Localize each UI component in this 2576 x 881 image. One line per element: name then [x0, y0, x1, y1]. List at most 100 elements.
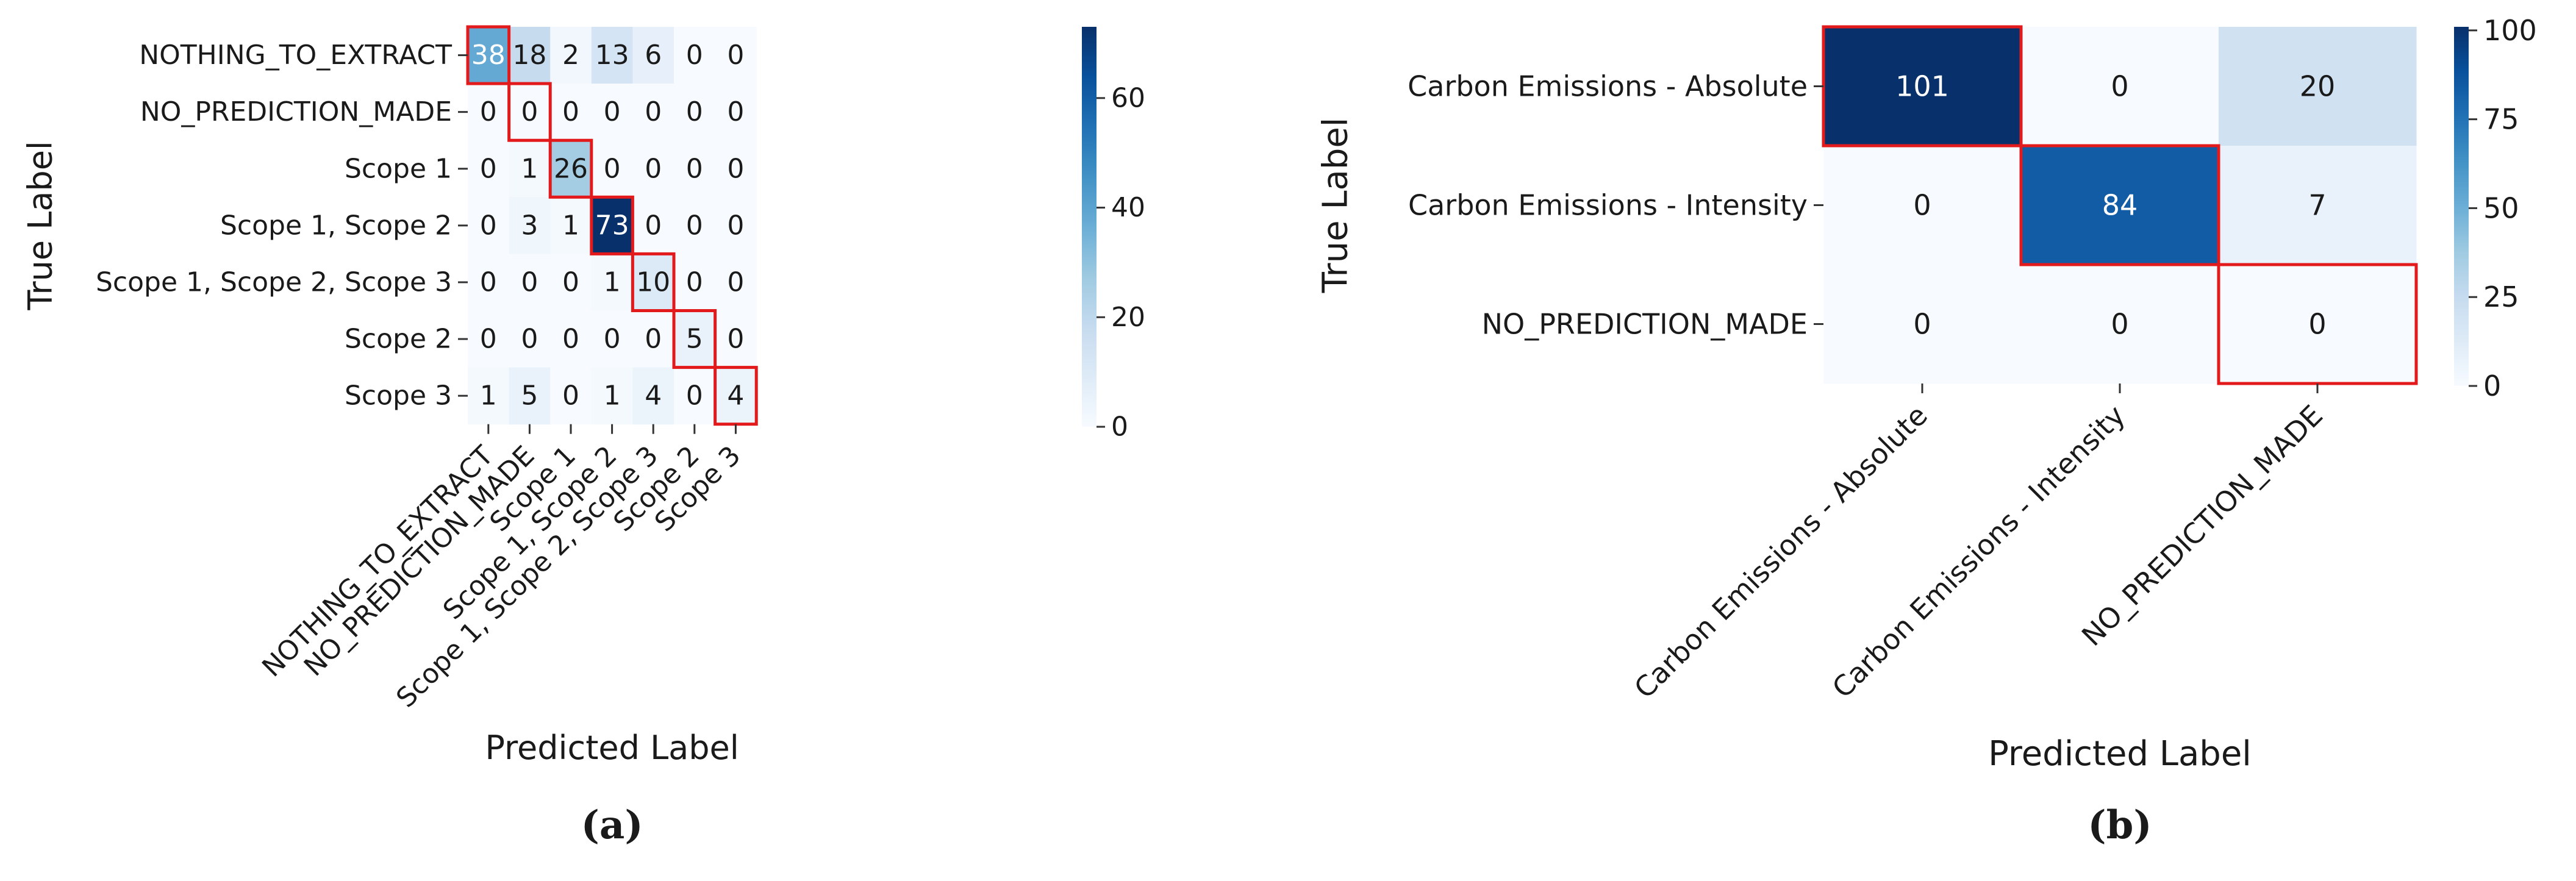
heatmap-cell	[509, 197, 551, 254]
heatmap-cell	[509, 310, 551, 368]
y-tick-label: Scope 2	[345, 324, 452, 355]
diagonal-highlight-box	[590, 195, 634, 255]
heatmap-cell	[468, 367, 510, 425]
heatmap-cell	[715, 140, 757, 198]
cell-value-label: 20	[2300, 70, 2336, 103]
diagonal-highlight-box	[714, 366, 758, 426]
heatmap-cell	[674, 84, 716, 141]
heatmap-cell	[591, 254, 633, 312]
heatmap-cell	[509, 140, 551, 198]
cell-value-label: 0	[645, 96, 662, 127]
cell-value-label: 0	[727, 210, 744, 241]
heatmap-cell	[468, 84, 510, 141]
heatmap-cell	[674, 197, 716, 254]
cell-value-label: 0	[645, 210, 662, 241]
heatmap-cell	[715, 27, 757, 84]
heatmap-cell	[715, 254, 757, 312]
cell-value-label: 0	[480, 153, 497, 184]
colorbar	[1082, 27, 1097, 427]
y-tick-label: Scope 1, Scope 2	[220, 210, 452, 241]
cell-value-label: 0	[645, 324, 662, 355]
heatmap-cell	[468, 310, 510, 368]
heatmap-cell	[632, 27, 674, 84]
heatmap-cell	[1823, 146, 2022, 265]
heatmap-cell	[632, 84, 674, 141]
cell-value-label: 0	[645, 153, 662, 184]
cell-value-label: 0	[604, 96, 621, 127]
heatmap-cell	[550, 367, 592, 425]
heatmap-cell	[674, 140, 716, 198]
heatmap-cell	[2021, 146, 2219, 265]
cell-value-label: 0	[727, 96, 744, 127]
diagonal-highlight-box	[507, 82, 552, 142]
heatmap-cell	[2219, 27, 2417, 146]
heatmap-cell	[632, 254, 674, 312]
colorbar-tick-label: 60	[1111, 82, 1145, 113]
y-tick-label: Carbon Emissions - Intensity	[1408, 189, 1808, 222]
cell-value-label: 1	[521, 153, 538, 184]
y-tick-label: Carbon Emissions - Absolute	[1408, 70, 1808, 103]
heatmap-cell	[715, 310, 757, 368]
cell-value-label: 26	[554, 153, 588, 184]
x-axis-title: Predicted Label	[1988, 734, 2252, 774]
colorbar-tick-label: 75	[2483, 103, 2519, 136]
cell-value-label: 0	[686, 210, 703, 241]
diagonal-highlight-box	[672, 309, 717, 369]
cell-value-label: 10	[636, 266, 670, 298]
x-axis-title: Predicted Label	[485, 729, 739, 767]
colorbar-tick-label: 25	[2483, 280, 2519, 313]
y-tick-label: NO_PREDICTION_MADE	[1482, 308, 1808, 341]
heatmap-cell	[591, 140, 633, 198]
cell-value-label: 3	[521, 210, 538, 241]
heatmap-cell	[1823, 265, 2022, 384]
cell-value-label: 0	[686, 380, 703, 412]
cell-value-label: 4	[727, 380, 744, 412]
heatmap-cell	[468, 27, 510, 84]
heatmap-cell	[468, 140, 510, 198]
cell-value-label: 6	[645, 40, 662, 71]
colorbar-tick-label: 40	[1111, 192, 1145, 223]
cell-value-label: 13	[595, 40, 629, 71]
heatmap-cell	[674, 27, 716, 84]
cell-value-label: 0	[727, 324, 744, 355]
heatmap-cell	[509, 27, 551, 84]
cell-value-label: 1	[480, 380, 497, 412]
cell-value-label: 0	[686, 96, 703, 127]
colorbar	[2454, 27, 2469, 386]
cell-value-label: 0	[521, 96, 538, 127]
heatmap-cell	[550, 27, 592, 84]
cell-value-label: 0	[2308, 308, 2326, 341]
heatmap-cell	[715, 367, 757, 425]
cell-value-label: 0	[480, 324, 497, 355]
heatmap-cell	[550, 197, 592, 254]
cell-value-label: 0	[480, 96, 497, 127]
confusion-matrix-b: 101 0 20 0 84 7 0 0 0 Carbon Emissions - Absolute…	[1316, 14, 2537, 848]
heatmap-cell	[591, 310, 633, 368]
cell-value-label: 0	[727, 153, 744, 184]
panel-label: (a)	[581, 802, 643, 848]
heatmap-cell	[2219, 146, 2417, 265]
cell-value-label: 101	[1895, 70, 1949, 103]
heatmap-cell	[632, 140, 674, 198]
cell-value-label: 0	[1913, 308, 1931, 341]
cell-value-label: 84	[2102, 189, 2138, 222]
heatmap-cell	[715, 84, 757, 141]
heatmap-cell	[2021, 27, 2219, 146]
cell-value-label: 0	[480, 210, 497, 241]
cell-value-label: 0	[604, 324, 621, 355]
cell-value-label: 1	[604, 266, 621, 298]
heatmap-cell	[591, 27, 633, 84]
colorbar-tick-label: 0	[2483, 369, 2501, 402]
cell-value-label: 4	[645, 380, 662, 412]
cell-value-label: 0	[686, 40, 703, 71]
heatmap-cell	[674, 367, 716, 425]
cell-value-label: 0	[686, 266, 703, 298]
y-tick-label: NOTHING_TO_EXTRACT	[139, 40, 452, 71]
cell-value-label: 0	[1913, 189, 1931, 222]
heatmap-cell	[632, 367, 674, 425]
heatmap-cell	[674, 310, 716, 368]
cell-value-label: 7	[2308, 189, 2326, 222]
diagonal-highlight-box	[2019, 144, 2220, 266]
heatmap-cell	[509, 84, 551, 141]
cell-value-label: 0	[727, 40, 744, 71]
